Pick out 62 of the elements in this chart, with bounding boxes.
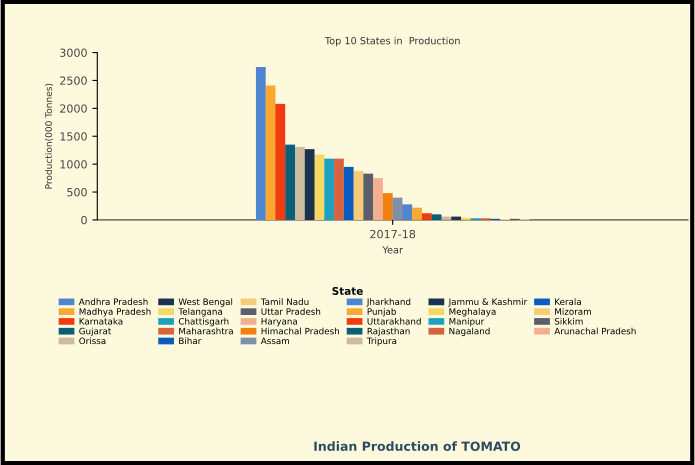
legend-label: Bihar — [179, 337, 202, 344]
y-tick-label: 500 — [67, 188, 87, 196]
legend-label: Uttar Pradesh — [262, 308, 320, 315]
bar — [354, 170, 364, 220]
legend-label: Karnataka — [80, 318, 122, 325]
bar — [373, 178, 383, 220]
bar — [344, 166, 354, 220]
legend-label: Tamil Nadu — [260, 298, 308, 306]
bar — [402, 204, 412, 220]
text: Indian Production of TOMATO — [314, 441, 520, 451]
legend-label: Arunachal Pradesh — [554, 328, 636, 334]
legend-label: Uttarakhand — [368, 318, 421, 325]
legend-label: Assam — [260, 338, 289, 344]
y-tick-label: 0 — [81, 216, 87, 224]
bar — [266, 85, 276, 220]
legend-label: Manipur — [449, 318, 484, 326]
bar — [432, 214, 442, 220]
legend-label: Haryana — [262, 318, 297, 326]
bar — [285, 144, 295, 220]
y-tick-label: 3000 — [60, 48, 87, 57]
legend-label: Maharashtra — [179, 328, 233, 334]
legend-label: Sikkim — [554, 318, 583, 325]
x-axis-title: Year — [382, 246, 403, 254]
bar — [412, 208, 422, 220]
bar — [275, 104, 286, 220]
legend-title: State — [332, 287, 363, 295]
y-tick-label: 2000 — [60, 104, 87, 113]
legend-label: Gujarat — [79, 328, 112, 336]
legend-label: Jharkhand — [366, 298, 410, 307]
legend-label: Mizoram — [555, 308, 591, 315]
y-tick-label: 1500 — [60, 132, 87, 141]
legend-label: Madhya Pradesh — [80, 308, 150, 317]
x-tick-label: 2017-18 — [370, 230, 416, 238]
legend-label: Chattisgarh — [178, 318, 228, 326]
bar — [314, 154, 324, 220]
legend-label: Telangana — [178, 308, 222, 317]
legend-label: Punjab — [368, 308, 396, 317]
y-tick-label: 1000 — [60, 160, 87, 169]
bar — [304, 149, 315, 220]
legend-label: Andhra Pradesh — [78, 298, 148, 306]
bar — [422, 213, 432, 220]
bar — [442, 216, 452, 220]
y-axis-title: Production(000 Tonnes) — [45, 84, 54, 189]
legend-label: Meghalaya — [449, 308, 496, 317]
bar — [363, 174, 374, 220]
legend-label: West Bengal — [178, 298, 232, 307]
legend-label: Tripura — [366, 337, 396, 346]
bar — [324, 158, 334, 220]
legend-label: Jammu & Kashmir — [448, 298, 528, 307]
bar — [295, 146, 305, 220]
legend-label: Orissa — [79, 337, 106, 344]
legend-label: Kerala — [555, 298, 581, 306]
bar — [334, 158, 344, 220]
legend-label: Nagaland — [449, 328, 490, 336]
legend-label: Himachal Pradesh — [262, 328, 339, 334]
chart-title: Top 10 States in Production — [324, 36, 460, 46]
bar — [451, 216, 462, 220]
legend-label: Rajasthan — [368, 328, 410, 336]
bar — [382, 193, 393, 220]
bar — [392, 198, 402, 220]
bar — [256, 67, 266, 220]
y-tick-label: 2500 — [60, 76, 87, 85]
